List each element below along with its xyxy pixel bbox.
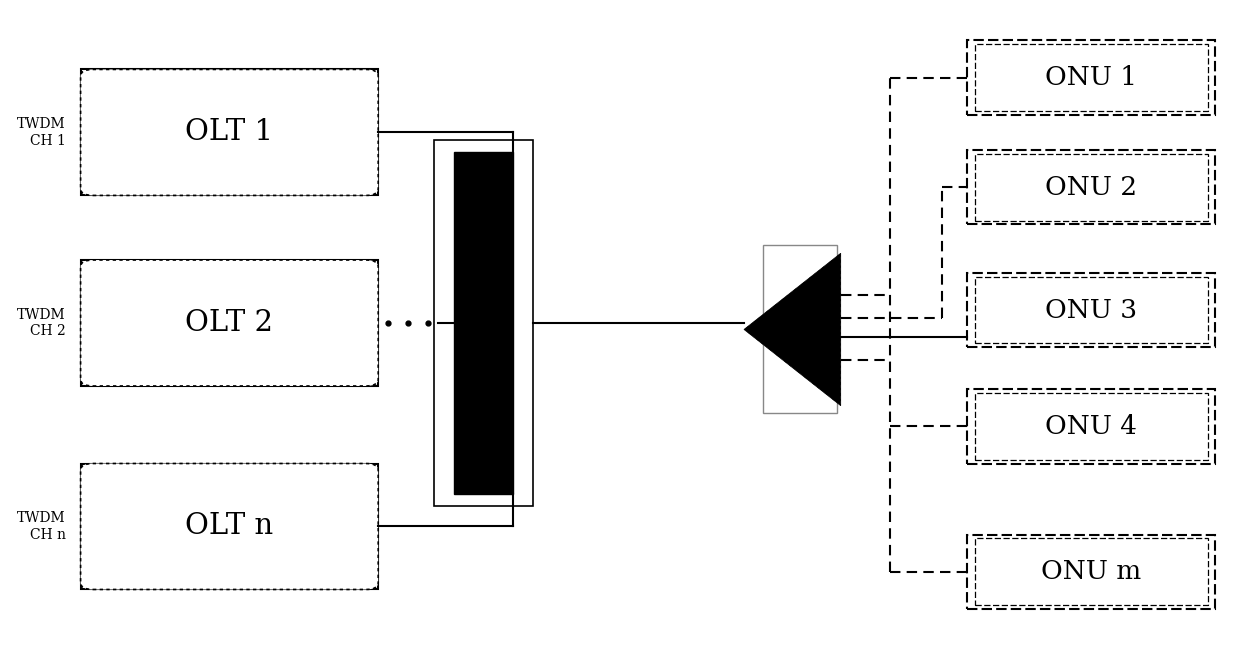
Bar [81, 260, 378, 386]
Bar [81, 69, 378, 195]
Bar [975, 154, 1208, 221]
Text: ONU m: ONU m [1042, 559, 1141, 584]
Bar [975, 276, 1208, 344]
FancyBboxPatch shape [81, 69, 378, 195]
Text: TWDM
CH n: TWDM CH n [17, 512, 66, 541]
Bar [967, 389, 1215, 464]
FancyBboxPatch shape [81, 464, 378, 589]
Bar [967, 40, 1215, 114]
Bar [975, 538, 1208, 605]
Text: TWDM
CH 1: TWDM CH 1 [17, 118, 66, 147]
Bar [81, 464, 378, 589]
Text: ONU 1: ONU 1 [1045, 65, 1137, 90]
Text: TWDM
CH 2: TWDM CH 2 [17, 308, 66, 338]
Text: OLT 2: OLT 2 [186, 309, 273, 337]
Bar [763, 245, 837, 413]
Text: ONU 4: ONU 4 [1045, 414, 1137, 439]
Bar [967, 273, 1215, 347]
Bar [967, 151, 1215, 225]
Bar [975, 44, 1208, 111]
Bar [967, 535, 1215, 609]
Text: ONU 2: ONU 2 [1045, 175, 1137, 200]
Text: OLT n: OLT n [185, 512, 274, 541]
Polygon shape [744, 253, 841, 406]
Bar [454, 152, 513, 494]
Text: ONU 3: ONU 3 [1045, 298, 1137, 322]
Text: OLT 1: OLT 1 [186, 118, 273, 147]
Bar [434, 140, 533, 506]
FancyBboxPatch shape [81, 260, 378, 386]
Bar [975, 393, 1208, 460]
